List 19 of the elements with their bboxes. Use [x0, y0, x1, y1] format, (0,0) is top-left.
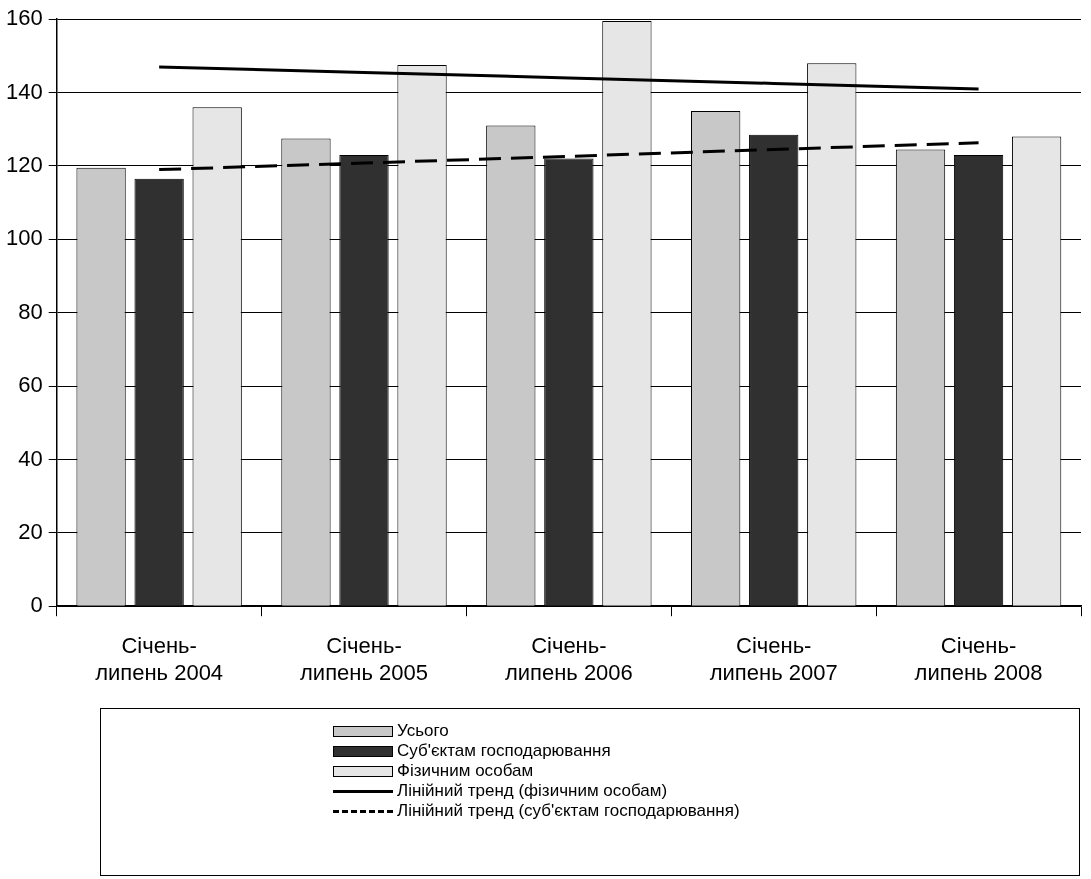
legend-label: Лінійний тренд (суб'єктам господарювання) — [397, 801, 740, 821]
y-tick-label: 140 — [5, 78, 43, 104]
x-tick-label: Січень-липень 2007 — [709, 633, 838, 685]
y-tick-label: 160 — [5, 5, 43, 31]
y-tick-label: 20 — [18, 518, 43, 544]
x-tick-label: Січень-липень 2004 — [95, 633, 224, 685]
x-tick-label: Січень-липень 2006 — [504, 633, 633, 685]
y-tick-label: 60 — [18, 372, 43, 398]
legend-label: Суб'єктам господарювання — [397, 741, 611, 761]
y-tick-label: 0 — [30, 592, 43, 618]
y-tick-label: 120 — [5, 152, 43, 178]
legend-label: Фізичним особам — [397, 761, 534, 781]
legend-label: Усього — [397, 721, 449, 741]
x-tick-label: Січень-липень 2008 — [914, 633, 1043, 685]
y-tick-label: 40 — [18, 445, 43, 471]
legend-label: Лінійний тренд (фізичним особам) — [397, 781, 668, 801]
y-tick-label: 80 — [18, 298, 43, 324]
x-tick-label: Січень-липень 2005 — [300, 633, 428, 685]
y-tick-label: 100 — [5, 225, 43, 251]
